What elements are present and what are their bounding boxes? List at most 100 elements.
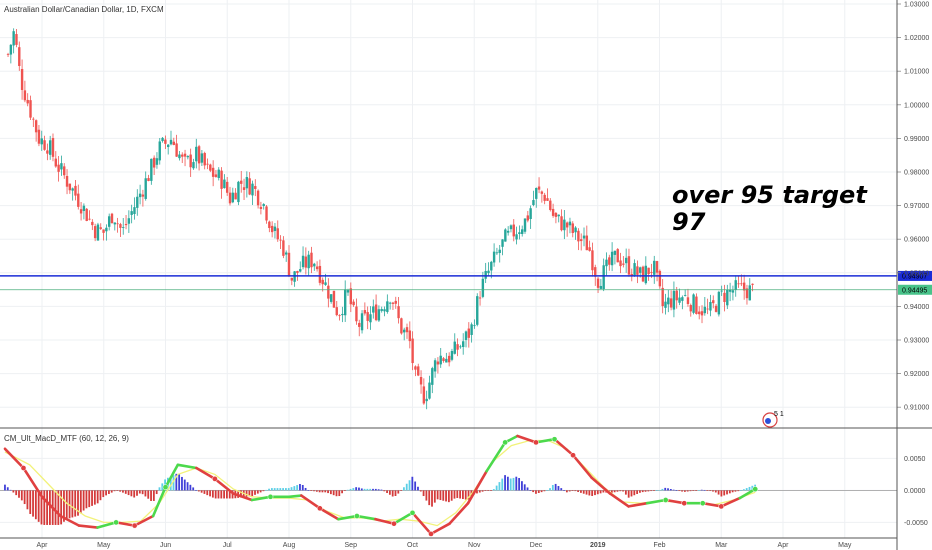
macd-histogram-bar bbox=[315, 490, 318, 492]
candle-body bbox=[655, 261, 659, 273]
candle-body bbox=[627, 256, 631, 275]
macd-histogram-bar bbox=[655, 490, 658, 491]
candle-body bbox=[178, 154, 181, 159]
macd-histogram-bar bbox=[630, 490, 633, 497]
macd-histogram-bar bbox=[661, 488, 664, 491]
annotation-line-2: 97 bbox=[672, 208, 706, 236]
macd-histogram-bar bbox=[77, 490, 79, 516]
macd-histogram-bar bbox=[341, 490, 344, 494]
candle-body bbox=[689, 305, 692, 312]
candle-body bbox=[675, 290, 678, 301]
candle-body bbox=[616, 249, 619, 263]
macd-histogram-bar bbox=[374, 488, 377, 491]
candle-body bbox=[15, 34, 18, 45]
candle-body bbox=[529, 208, 532, 219]
candle-body bbox=[29, 100, 32, 118]
macd-histogram-bar bbox=[197, 490, 200, 492]
macd-histogram-bar bbox=[285, 488, 287, 491]
macd-histogram-bar bbox=[551, 485, 554, 491]
candle-body bbox=[568, 221, 572, 226]
candle-body bbox=[594, 267, 597, 277]
macd-histogram-bar bbox=[110, 490, 113, 493]
macd-pane bbox=[0, 434, 897, 537]
macd-histogram-bar bbox=[276, 488, 279, 491]
candle-body bbox=[254, 186, 257, 189]
macd-histogram-bar bbox=[335, 490, 338, 497]
macd-cross-dot bbox=[681, 500, 688, 507]
macd-cross-dot bbox=[662, 497, 669, 503]
macd-histogram-bar bbox=[220, 490, 223, 499]
candle-body bbox=[211, 167, 215, 177]
macd-histogram-bar bbox=[433, 490, 436, 503]
time-tick-label: May bbox=[97, 542, 111, 549]
candle-body bbox=[698, 311, 701, 315]
candle-body bbox=[192, 162, 195, 169]
macd-histogram-bar bbox=[405, 483, 408, 491]
idea-badge[interactable]: 5 1 bbox=[762, 411, 784, 428]
candle-body bbox=[99, 227, 102, 229]
macd-histogram-bar bbox=[386, 490, 388, 494]
candle-body bbox=[231, 192, 235, 203]
candle-body bbox=[681, 297, 684, 301]
macd-histogram-bar bbox=[293, 486, 296, 491]
candle-body bbox=[26, 99, 29, 104]
candle-body bbox=[93, 226, 97, 239]
candle-body bbox=[6, 53, 10, 55]
candle-body bbox=[478, 297, 482, 299]
candle-body bbox=[653, 260, 656, 275]
candle-body bbox=[43, 140, 46, 150]
candle-body bbox=[181, 154, 184, 157]
macd-histogram-bar bbox=[369, 488, 372, 491]
candle-body bbox=[40, 138, 43, 145]
price-tick-label: 0.96000 bbox=[904, 237, 929, 244]
macd-histogram-bar bbox=[195, 490, 197, 491]
candle-body bbox=[161, 137, 164, 142]
macd-cross-dot bbox=[354, 513, 360, 519]
macd-histogram-bar bbox=[34, 490, 37, 520]
candle-body bbox=[709, 301, 712, 311]
macd-histogram-bar bbox=[504, 475, 506, 491]
candle-body bbox=[431, 368, 434, 385]
macd-histogram-bar bbox=[46, 490, 48, 525]
macd-histogram-bar bbox=[383, 490, 386, 492]
macd-histogram-bar bbox=[15, 490, 18, 496]
candle-body bbox=[48, 140, 52, 155]
macd-line-segment bbox=[448, 501, 470, 525]
candle-body bbox=[498, 249, 501, 253]
candle-body bbox=[234, 192, 237, 200]
candle-body bbox=[470, 324, 473, 335]
macd-histogram-bar bbox=[624, 490, 627, 495]
macd-line-segment bbox=[553, 437, 575, 457]
candle-body bbox=[551, 208, 555, 216]
macd-histogram-bar bbox=[745, 488, 748, 491]
candle-body bbox=[313, 263, 316, 267]
time-tick-label: Apr bbox=[37, 542, 49, 549]
candle-body bbox=[613, 250, 617, 255]
candle-body bbox=[748, 285, 751, 301]
macd-histogram-bar bbox=[178, 474, 181, 491]
candle-body bbox=[453, 341, 456, 354]
candle-body bbox=[133, 207, 136, 214]
candle-body bbox=[644, 265, 648, 284]
macd-cross-dot bbox=[267, 493, 274, 500]
macd-line-segment bbox=[534, 437, 556, 444]
candle-body bbox=[447, 355, 451, 363]
time-tick-label: Aug bbox=[283, 542, 296, 549]
macd-histogram-bar bbox=[113, 490, 116, 492]
macd-histogram-bar bbox=[580, 490, 582, 493]
macd-line-segment bbox=[40, 495, 62, 518]
candle-body bbox=[304, 256, 308, 268]
candle-body bbox=[484, 270, 487, 279]
candle-body bbox=[164, 139, 167, 144]
candle-body bbox=[726, 289, 729, 306]
macd-line-segment bbox=[151, 485, 167, 518]
macd-histogram-bar bbox=[240, 490, 242, 498]
macd-histogram-bar bbox=[254, 490, 256, 495]
macd-histogram-bar bbox=[273, 488, 276, 491]
candle-body bbox=[349, 288, 353, 305]
macd-histogram-bar bbox=[481, 490, 484, 492]
macd-histogram-bar bbox=[512, 477, 515, 491]
macd-line-segment bbox=[485, 441, 507, 473]
macd-histogram-bar bbox=[594, 490, 596, 496]
macd-histogram-bar bbox=[296, 485, 299, 491]
